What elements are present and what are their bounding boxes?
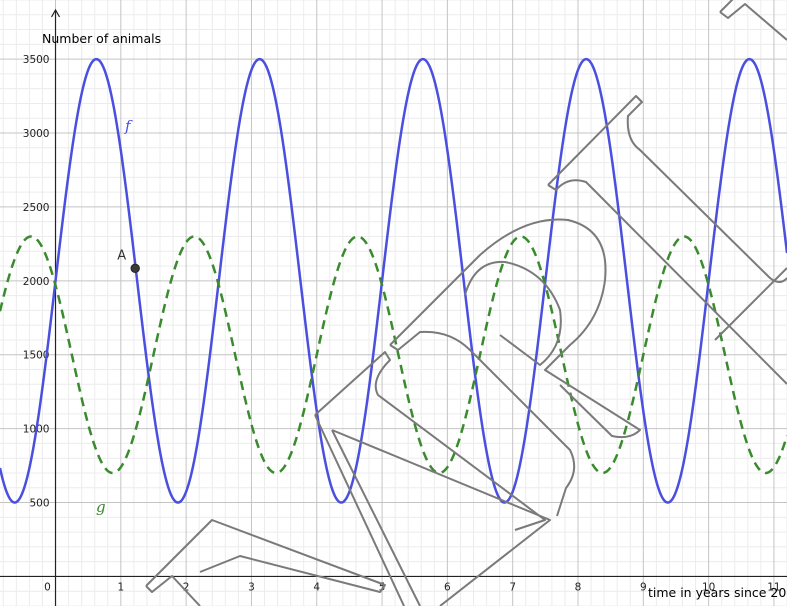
curves bbox=[0, 57, 787, 504]
axes bbox=[0, 8, 787, 606]
x-tick-label: 9 bbox=[640, 581, 647, 593]
series-line-f bbox=[0, 57, 787, 504]
x-tick-labels: 0 1 2 3 4 5 6 7 8 9 10 11 bbox=[44, 581, 780, 593]
x-tick-label: 11 bbox=[767, 581, 780, 593]
x-tick-label: 0 bbox=[44, 581, 51, 593]
watermark-stroke bbox=[145, 519, 386, 593]
series-label-f: f bbox=[124, 117, 133, 135]
y-tick-label: 500 bbox=[29, 498, 49, 510]
y-axis-arrow bbox=[50, 8, 61, 18]
watermark-stroke bbox=[547, 179, 787, 385]
y-tick-label: 3500 bbox=[23, 54, 50, 66]
x-tick-label: 7 bbox=[509, 581, 516, 593]
y-tick-label: 3000 bbox=[23, 128, 50, 140]
watermark-stroke bbox=[314, 351, 546, 531]
x-tick-label: 10 bbox=[702, 581, 715, 593]
y-tick-label: 2000 bbox=[23, 276, 50, 288]
series-label-g: g bbox=[96, 498, 106, 516]
y-tick-label: 2500 bbox=[23, 202, 50, 214]
watermark-stroke bbox=[389, 330, 576, 517]
watermark-stroke bbox=[547, 95, 787, 283]
watermark-stroke bbox=[714, 267, 787, 341]
watermark-stroke bbox=[314, 414, 405, 606]
watermark-stroke bbox=[145, 575, 201, 606]
watermark-stroke bbox=[719, 0, 787, 41]
points: A bbox=[117, 248, 140, 273]
x-tick-label: 2 bbox=[183, 581, 190, 593]
point-A bbox=[130, 263, 140, 273]
y-axis-label: Number of animals bbox=[42, 31, 161, 46]
x-tick-label: 8 bbox=[575, 581, 582, 593]
x-tick-label: 1 bbox=[117, 581, 124, 593]
x-tick-label: 6 bbox=[444, 581, 451, 593]
series-line-g bbox=[0, 235, 787, 475]
point-label-A: A bbox=[117, 248, 126, 263]
watermark-stroke bbox=[464, 260, 562, 366]
watermark-stroke bbox=[331, 429, 551, 606]
x-tick-label: 4 bbox=[313, 581, 320, 593]
y-tick-label: 1500 bbox=[23, 350, 50, 362]
watermark-stroke bbox=[389, 218, 641, 439]
x-axis-label: time in years since 2010 bbox=[648, 585, 787, 600]
x-tick-label: 3 bbox=[248, 581, 255, 593]
watermark-outline bbox=[145, 0, 787, 606]
